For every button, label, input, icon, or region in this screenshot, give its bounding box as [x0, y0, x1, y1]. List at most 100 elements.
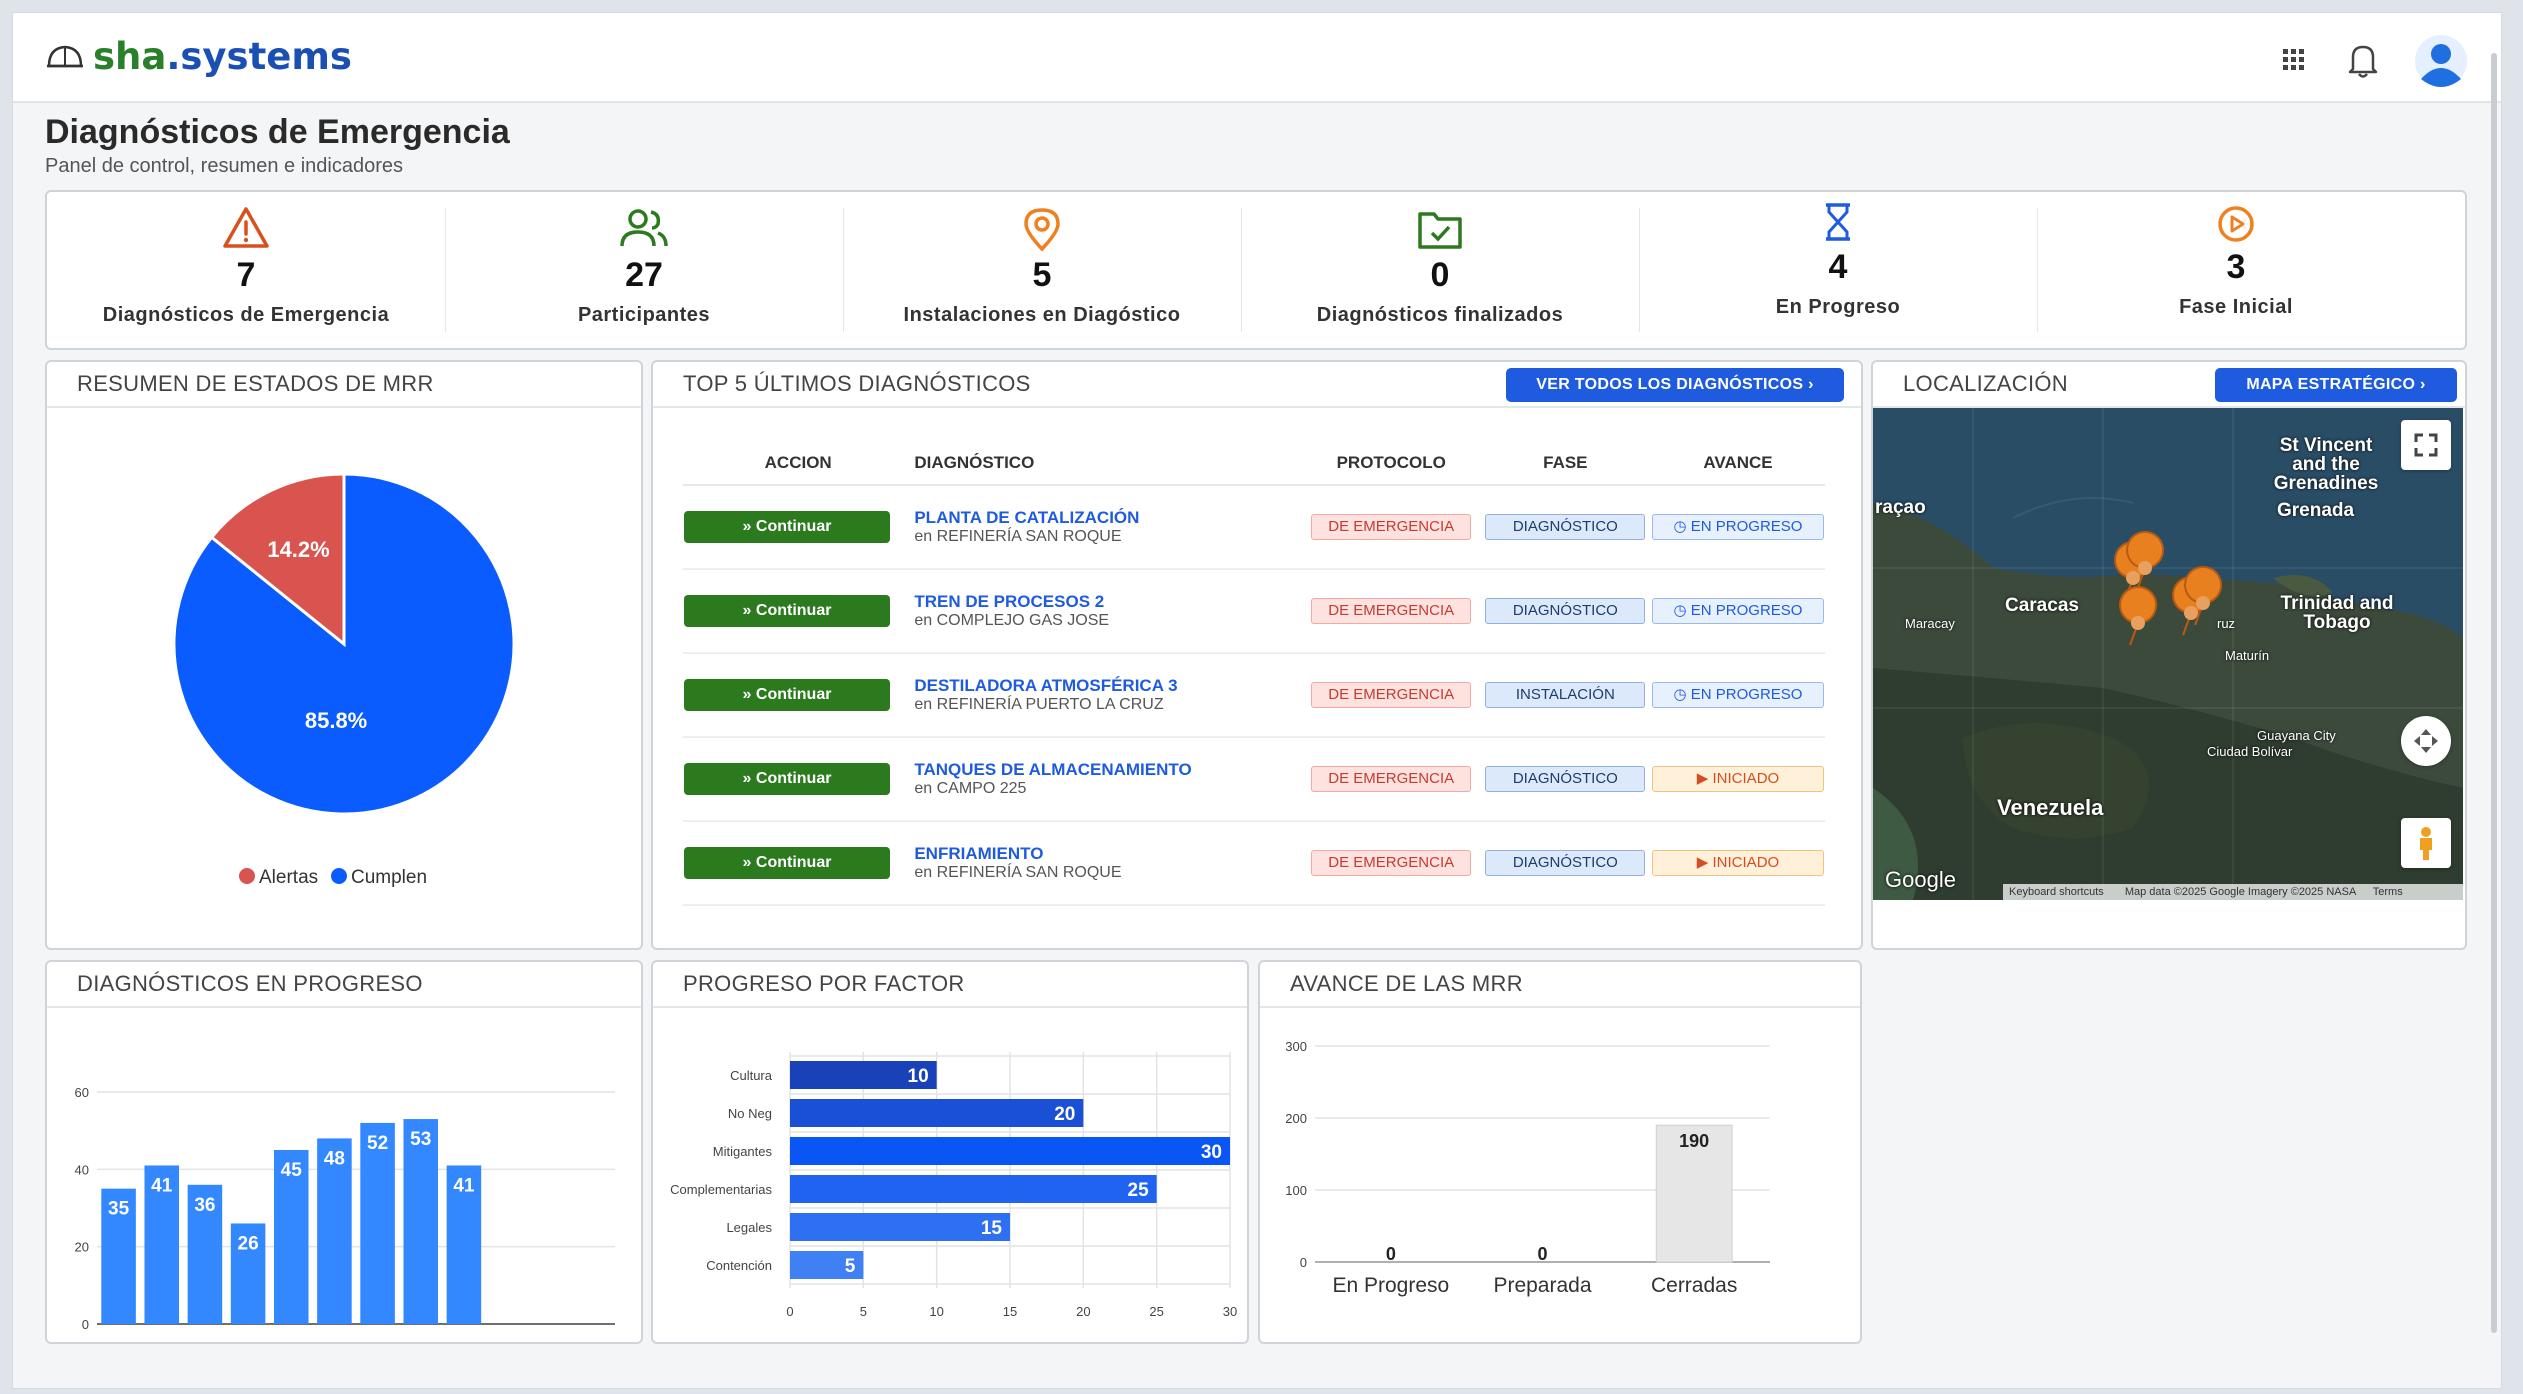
y-tick-label: 20	[75, 1240, 89, 1255]
page-scrollbar[interactable]	[2487, 43, 2501, 1363]
y-tick-label: 0	[82, 1317, 89, 1332]
bar-sep[interactable]	[446, 1165, 482, 1324]
y-tick-label: 60	[75, 1085, 89, 1100]
bar-jun[interactable]	[317, 1138, 352, 1324]
x-tick-label: 5	[860, 1304, 867, 1319]
table-header-row: ACCION DIAGNÓSTICO PROTOCOLO FASE AVANCE	[683, 442, 1825, 486]
continue-button[interactable]: » Continuar	[684, 511, 890, 543]
top5-table: ACCION DIAGNÓSTICO PROTOCOLO FASE AVANCE…	[683, 442, 1825, 906]
diagnostic-name[interactable]: TREN DE PROCESOS 2	[914, 592, 1105, 611]
diagnostic-name[interactable]: PLANTA DE CATALIZACIÓN	[914, 508, 1140, 527]
table-row: » Continuar DESTILADORA ATMOSFÉRICA 3 en R…	[683, 653, 1825, 738]
map-marker[interactable]	[2126, 531, 2165, 591]
bar-ene[interactable]	[101, 1188, 136, 1324]
continue-button[interactable]: » Continuar	[684, 763, 890, 795]
diagnostic-name[interactable]: DESTILADORA ATMOSFÉRICA 3	[914, 676, 1178, 695]
y-tick-label: 300	[1285, 1039, 1307, 1054]
card-title: RESUMEN DE ESTADOS DE MRR	[47, 362, 641, 408]
kpi-value: 0	[1430, 256, 1450, 294]
map-view[interactable]: St Vincent and the Grenadines Grenada ra…	[1873, 408, 2463, 900]
phase-badge: DIAGNÓSTICO	[1485, 766, 1646, 792]
legend-swatch	[331, 868, 347, 884]
bar-data-label: 0	[1537, 1244, 1547, 1264]
kpi-value: 5	[1032, 256, 1052, 294]
play-icon: ▶	[1696, 854, 1709, 871]
y-tick-label: 0	[1300, 1255, 1307, 1270]
bar-data-label: 26	[238, 1233, 259, 1254]
bar-feb[interactable]	[144, 1165, 180, 1324]
apps-grid-icon[interactable]	[2281, 47, 2307, 73]
warning-icon	[223, 207, 269, 248]
x-tick-label: Jun	[324, 1340, 345, 1342]
bar-may[interactable]	[273, 1150, 309, 1324]
bar-mitigantes[interactable]	[790, 1137, 1230, 1165]
continue-button[interactable]: » Continuar	[684, 595, 890, 627]
map-marker[interactable]	[2119, 586, 2158, 646]
bar-data-label: 45	[281, 1160, 303, 1181]
progress-label: INICIADO	[1712, 770, 1780, 787]
hourglass-icon	[1826, 203, 1850, 241]
protocol-badge: DE EMERGENCIA	[1311, 850, 1472, 876]
keyboard-shortcuts-link[interactable]: Keyboard shortcuts	[2009, 886, 2104, 898]
y-tick-label: Complementarias	[670, 1182, 772, 1197]
y-tick-label: No Neg	[728, 1106, 772, 1121]
terms-link[interactable]: Terms	[2372, 886, 2403, 898]
bell-icon[interactable]	[2345, 41, 2381, 79]
diagnostic-location: en REFINERÍA SAN ROQUE	[914, 864, 1122, 881]
y-tick-label: Mitigantes	[713, 1144, 773, 1159]
table-row: » Continuar PLANTA DE CATALIZACIÓN en REFI…	[683, 485, 1825, 570]
pie-slice-alertas[interactable]	[209, 472, 346, 648]
map-label: ruz	[2217, 616, 2236, 631]
kpi-label: En Progreso	[1775, 296, 1901, 318]
bar-aug[interactable]	[403, 1119, 439, 1324]
fullscreen-button[interactable]	[2401, 420, 2451, 470]
pegman-icon	[2420, 827, 2432, 860]
user-avatar-icon[interactable]	[2413, 33, 2469, 89]
view-all-button[interactable]: VER TODOS LOS DIAGNÓSTICOS ›	[1506, 368, 1844, 402]
strategic-map-button[interactable]: MAPA ESTRATÉGICO ›	[2215, 368, 2457, 402]
progress-label: EN PROGRESO	[1690, 518, 1803, 535]
diagnostic-name[interactable]: TANQUES DE ALMACENAMIENTO	[914, 760, 1192, 779]
brand-logo[interactable]: sha.systems	[45, 35, 352, 78]
protocol-badge: DE EMERGENCIA	[1311, 514, 1472, 540]
bar-complementarias[interactable]	[790, 1175, 1157, 1203]
continue-button[interactable]: » Continuar	[684, 847, 890, 879]
bar-data-label: 20	[1054, 1104, 1075, 1125]
x-tick-label: Ene	[107, 1340, 130, 1342]
bar-contención[interactable]	[790, 1251, 864, 1279]
y-tick-label: Contención	[706, 1258, 772, 1273]
clock-icon: ◷	[1673, 518, 1687, 535]
y-tick-label: 200	[1285, 1111, 1307, 1126]
continue-button[interactable]: » Continuar	[684, 679, 890, 711]
bar-legales[interactable]	[790, 1213, 1010, 1241]
mrr-pie-chart: 14.2% 85.8% Alertas Cumplen	[172, 472, 516, 888]
map-pan-control[interactable]	[2401, 716, 2451, 766]
folder-check-icon	[1418, 212, 1462, 249]
bar-data-label: 5	[845, 1256, 856, 1277]
card-title: TOP 5 ÚLTIMOS DIAGNÓSTICOS VER TODOS LOS…	[653, 362, 1861, 408]
map-marker[interactable]	[2184, 566, 2223, 626]
app-window: sha.systems Diagnósticos de Emergencia P…	[12, 12, 2502, 1389]
progress-badge: ◷ EN PROGRESO	[1652, 514, 1824, 540]
bar-no-neg[interactable]	[790, 1099, 1084, 1127]
clock-icon: ◷	[1673, 602, 1687, 619]
map-label: Maracay	[1905, 616, 1955, 631]
bar-mar[interactable]	[187, 1184, 223, 1324]
bar-data-label: 25	[1128, 1180, 1150, 1201]
col-protocolo: PROTOCOLO	[1302, 442, 1480, 486]
map-label: St Vincent and the Grenadines	[2273, 435, 2379, 494]
bar-apr[interactable]	[230, 1223, 266, 1324]
factor-chart-card: PROGRESO POR FACTOR 0 5 10 15 20 25 30 Cultura 1…	[651, 960, 1249, 1344]
legend-label-alertas[interactable]: Alertas	[259, 867, 318, 888]
bar-cultura[interactable]	[790, 1061, 937, 1089]
legend-label-cumplen[interactable]: Cumplen	[351, 867, 427, 888]
bar-data-label: 190	[1679, 1131, 1709, 1151]
diagnostic-name[interactable]: ENFRIAMIENTO	[914, 844, 1044, 863]
x-tick-label: En Progreso	[1332, 1274, 1449, 1297]
bar-jul[interactable]	[360, 1122, 395, 1324]
google-logo: Google	[1885, 867, 1956, 892]
map-label: raçao	[1875, 497, 1926, 518]
bar-cerradas[interactable]	[1655, 1124, 1733, 1263]
fullscreen-icon	[2414, 433, 2438, 457]
street-view-button[interactable]	[2401, 818, 2451, 868]
